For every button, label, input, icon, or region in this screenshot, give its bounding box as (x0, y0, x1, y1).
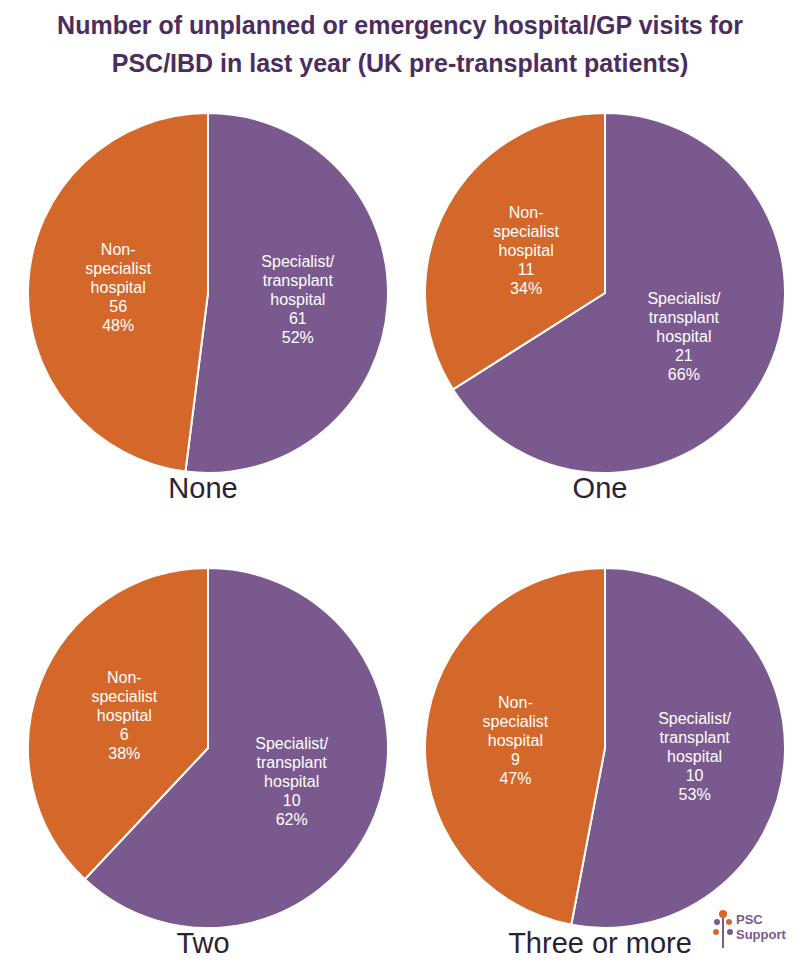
svg-text:Non-specialisthospital1134%: Non-specialisthospital1134% (493, 203, 559, 296)
html-text:Two: Two (176, 927, 230, 959)
svg-text:Specialist/transplanthospital2: Specialist/transplanthospital2166% (647, 290, 720, 383)
html-text:PSC: PSC (736, 912, 763, 927)
svg-text:Specialist/transplanthospital1: Specialist/transplanthospital1053% (658, 710, 731, 803)
html-text:Support: Support (736, 927, 786, 942)
svg-text:Specialist/transplanthospital6: Specialist/transplanthospital6152% (261, 252, 334, 345)
svg-text:Specialist/transplanthospital1: Specialist/transplanthospital1062% (255, 735, 328, 828)
svg-text:Non-specialisthospital638%: Non-specialisthospital638% (91, 668, 157, 761)
html-text:None: None (168, 472, 238, 504)
html-text:One: One (572, 472, 628, 504)
svg-text:Non-specialisthospital947%: Non-specialisthospital947% (482, 693, 548, 786)
html-text:Three or more: Three or more (508, 927, 692, 959)
svg-text:Non-specialisthospital5648%: Non-specialisthospital5648% (85, 241, 151, 334)
html-text:Number of unplanned or emergen: Number of unplanned or emergency hospita… (57, 11, 743, 77)
